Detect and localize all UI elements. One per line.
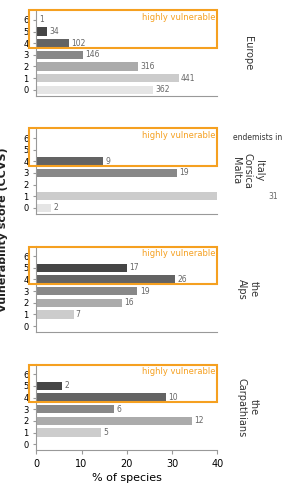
Text: 146: 146: [86, 50, 100, 59]
Bar: [36, 428, 101, 436]
Text: highly vulnerable: highly vulnerable: [142, 249, 215, 258]
Text: 17: 17: [129, 264, 139, 272]
Bar: [36, 192, 266, 200]
Text: 5: 5: [103, 428, 108, 437]
Text: highly vulnerable: highly vulnerable: [142, 368, 215, 376]
Bar: [36, 157, 103, 166]
Text: highly vulnerable: highly vulnerable: [142, 13, 215, 22]
Text: 31: 31: [269, 192, 278, 201]
Text: 34: 34: [50, 27, 59, 36]
Bar: [36, 62, 138, 70]
Bar: [36, 74, 179, 82]
Bar: [36, 86, 153, 94]
Text: 2: 2: [64, 382, 69, 390]
Bar: [36, 405, 114, 413]
Text: 12: 12: [194, 416, 203, 426]
Text: 9: 9: [105, 157, 110, 166]
Bar: [36, 416, 191, 425]
Text: 362: 362: [156, 86, 170, 94]
Bar: [36, 204, 51, 212]
Text: 26: 26: [177, 275, 187, 284]
X-axis label: % of species: % of species: [92, 473, 162, 483]
Bar: [36, 264, 127, 272]
Bar: [36, 310, 74, 318]
Bar: [36, 276, 175, 283]
Text: Italy
Corsica
Malta: Italy Corsica Malta: [231, 153, 264, 189]
Bar: [36, 394, 166, 402]
Bar: [36, 169, 177, 177]
Text: 16: 16: [124, 298, 133, 308]
Bar: [36, 50, 83, 59]
Text: the
Carpathians: the Carpathians: [237, 378, 259, 437]
Bar: [36, 382, 62, 390]
Text: 10: 10: [168, 393, 178, 402]
Text: endemists in: endemists in: [233, 133, 282, 142]
Bar: [36, 298, 121, 307]
Bar: [36, 39, 69, 48]
Text: 102: 102: [72, 38, 86, 48]
Text: 7: 7: [76, 310, 81, 319]
Text: the
Alps: the Alps: [237, 278, 259, 299]
Text: highly vulnerable: highly vulnerable: [142, 131, 215, 140]
Bar: [36, 287, 137, 296]
Text: 19: 19: [180, 168, 189, 177]
Text: 2: 2: [53, 204, 58, 212]
Text: Europe: Europe: [243, 36, 253, 70]
Text: 1: 1: [39, 16, 43, 24]
Text: 441: 441: [181, 74, 195, 82]
Text: 6: 6: [116, 404, 121, 413]
Bar: [36, 16, 37, 24]
Text: 316: 316: [141, 62, 155, 71]
Text: 19: 19: [140, 286, 149, 296]
Text: Vulnerability score (CCVS): Vulnerability score (CCVS): [0, 148, 8, 312]
Bar: [36, 28, 47, 36]
